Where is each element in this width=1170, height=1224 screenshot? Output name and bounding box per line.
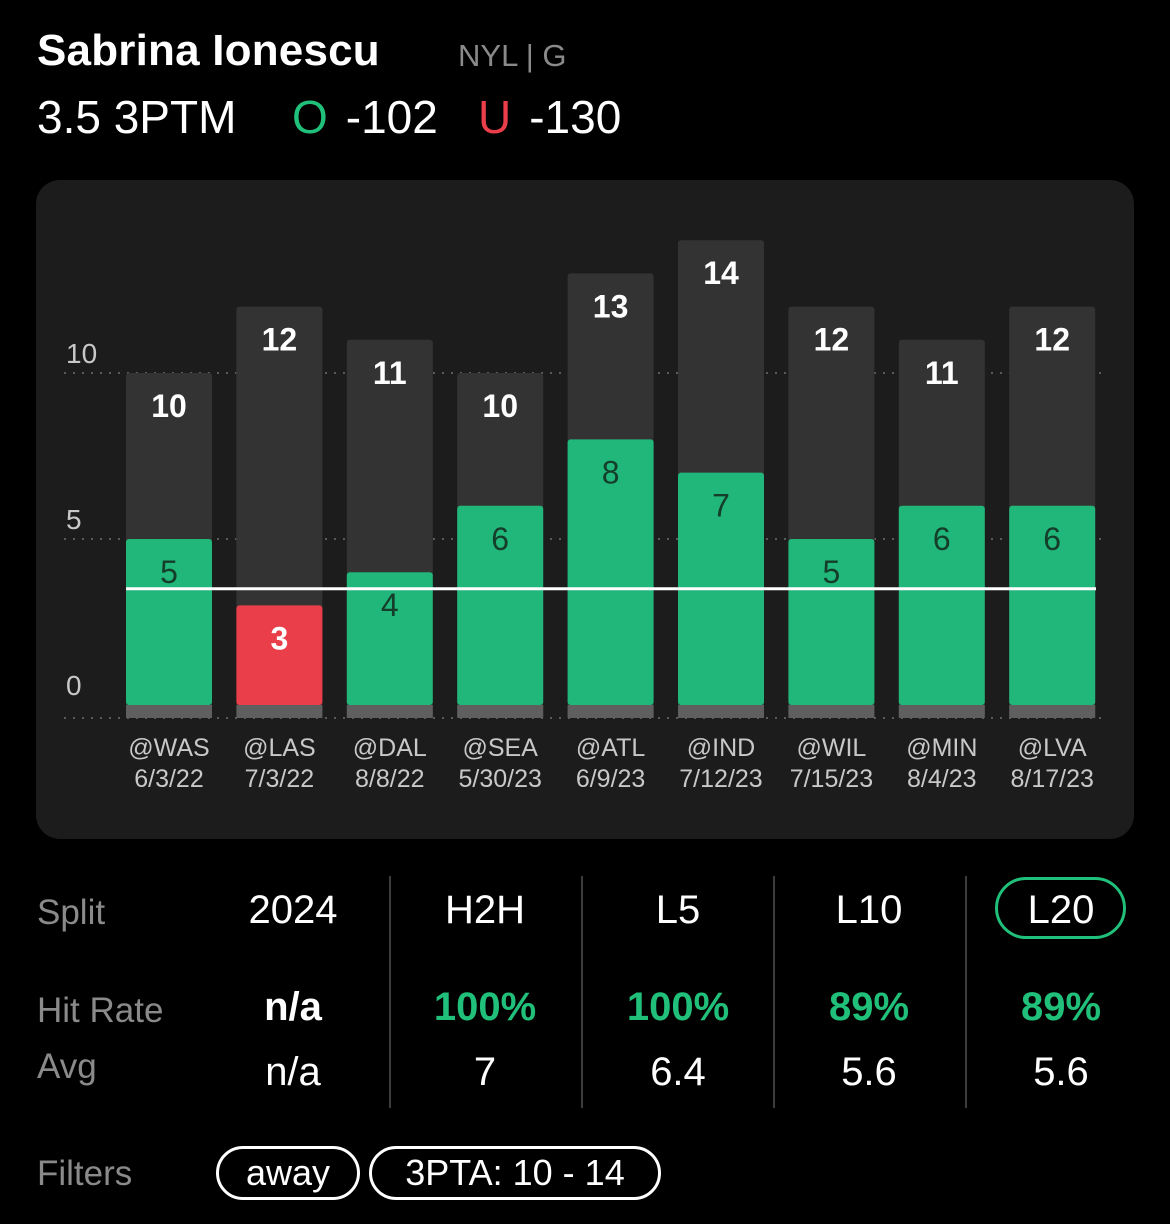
hit-rate-l5: 100% bbox=[626, 985, 730, 1029]
makes-label: 6 bbox=[1043, 521, 1061, 557]
makes-bar bbox=[567, 439, 654, 705]
y-tick-label: 0 bbox=[66, 670, 82, 701]
attempts-label: 10 bbox=[482, 388, 518, 424]
avg-l10: 5.6 bbox=[841, 1050, 897, 1094]
x-tick-date: 5/30/23 bbox=[458, 765, 541, 793]
x-tick-opponent: @IND bbox=[687, 734, 755, 762]
y-tick-label: 5 bbox=[66, 504, 82, 535]
under-odds-value: -130 bbox=[529, 91, 622, 143]
attempts-label: 14 bbox=[703, 255, 739, 291]
avg-l20: 5.6 bbox=[1033, 1050, 1089, 1094]
avg-row-label: Avg bbox=[37, 1047, 97, 1086]
x-tick-opponent: @SEA bbox=[462, 734, 538, 762]
selected-split-indicator bbox=[995, 877, 1126, 939]
x-tick-opponent: @WIL bbox=[796, 734, 866, 762]
x-tick-date: 7/3/22 bbox=[245, 765, 315, 793]
filter-chip-3pta[interactable]: 3PTA: 10 - 14 bbox=[369, 1146, 661, 1200]
under-odds[interactable]: U -130 bbox=[478, 90, 621, 144]
attempts-label: 10 bbox=[151, 388, 187, 424]
attempts-label: 12 bbox=[1034, 322, 1070, 358]
makes-bar bbox=[457, 505, 544, 705]
avg-2024: n/a bbox=[265, 1050, 321, 1094]
x-tick-opponent: @WAS bbox=[128, 734, 209, 762]
makes-bar bbox=[1009, 505, 1096, 705]
x-tick-date: 7/12/23 bbox=[679, 765, 762, 793]
hit-rate-l20: 89% bbox=[1020, 985, 1102, 1029]
makes-label: 6 bbox=[491, 521, 509, 557]
split-tab-l10[interactable]: L10 bbox=[835, 888, 903, 932]
under-icon: U bbox=[478, 91, 512, 143]
split-tab-l5[interactable]: L5 bbox=[655, 888, 701, 932]
hit-rate-h2h: 100% bbox=[433, 985, 537, 1029]
x-tick-date: 7/15/23 bbox=[790, 765, 873, 793]
prop-line: 3.5 3PTM bbox=[37, 91, 237, 143]
attempts-label: 12 bbox=[262, 322, 298, 358]
game-log-chart: 10 5 0 10 5 @WAS 6/3/22 12 3 @LAS 7/3/22 11 4 @DAL 8/8… bbox=[64, 240, 1102, 793]
column-divider bbox=[581, 876, 583, 1108]
x-tick-date: 8/4/23 bbox=[907, 765, 977, 793]
x-tick-date: 6/3/22 bbox=[134, 765, 204, 793]
makes-label: 6 bbox=[933, 521, 951, 557]
hit-rate-row-label: Hit Rate bbox=[37, 991, 164, 1030]
attempts-label: 13 bbox=[593, 288, 629, 324]
player-name: Sabrina Ionescu bbox=[37, 26, 380, 75]
bar-base bbox=[567, 705, 654, 718]
split-tab-l20[interactable]: L20 bbox=[1027, 888, 1095, 932]
x-tick-opponent: @MIN bbox=[906, 734, 977, 762]
over-icon: O bbox=[292, 91, 328, 143]
column-divider bbox=[389, 876, 391, 1108]
makes-label: 3 bbox=[271, 620, 289, 656]
over-odds-value: -102 bbox=[345, 91, 438, 143]
column-divider bbox=[965, 876, 967, 1108]
bar-base bbox=[1009, 705, 1096, 718]
makes-bar bbox=[346, 572, 433, 705]
makes-label: 5 bbox=[823, 554, 841, 590]
makes-bar bbox=[126, 539, 212, 705]
bar-base bbox=[678, 705, 764, 718]
team-position: NYL | G bbox=[458, 38, 567, 73]
x-tick-date: 8/17/23 bbox=[1010, 765, 1093, 793]
bar-base bbox=[788, 705, 875, 718]
makes-label: 8 bbox=[602, 454, 620, 490]
bar-base bbox=[898, 705, 985, 718]
x-tick-opponent: @LAS bbox=[243, 734, 316, 762]
column-divider bbox=[773, 876, 775, 1108]
hit-rate-l10: 89% bbox=[828, 985, 910, 1029]
avg-l5: 6.4 bbox=[650, 1050, 706, 1094]
attempts-label: 12 bbox=[814, 322, 850, 358]
x-tick-date: 8/8/22 bbox=[355, 765, 425, 793]
filter-chip-away[interactable]: away bbox=[216, 1146, 360, 1200]
split-tab-h2h[interactable]: H2H bbox=[444, 888, 526, 932]
chart-card: 10 5 0 10 5 @WAS 6/3/22 12 3 @LAS 7/3/22 11 4 @DAL 8/8… bbox=[36, 180, 1134, 839]
hit-rate-2024: n/a bbox=[264, 985, 322, 1029]
avg-h2h: 7 bbox=[473, 1050, 497, 1094]
attempts-label: 11 bbox=[925, 355, 959, 391]
bar-base bbox=[126, 705, 212, 718]
attempts-label: 11 bbox=[373, 355, 407, 391]
bar-base bbox=[457, 705, 544, 718]
y-tick-label: 10 bbox=[66, 338, 97, 369]
makes-bar bbox=[898, 505, 985, 705]
x-tick-opponent: @DAL bbox=[353, 734, 427, 762]
makes-label: 4 bbox=[381, 587, 399, 623]
split-row-label: Split bbox=[37, 893, 106, 932]
makes-label: 7 bbox=[712, 488, 730, 524]
split-tab-2024[interactable]: 2024 bbox=[248, 888, 338, 932]
filters-label: Filters bbox=[37, 1154, 133, 1193]
x-tick-opponent: @ATL bbox=[576, 734, 645, 762]
makes-bar bbox=[236, 605, 323, 705]
over-odds[interactable]: O -102 bbox=[292, 90, 438, 144]
x-tick-date: 6/9/23 bbox=[576, 765, 646, 793]
makes-label: 5 bbox=[160, 554, 178, 590]
bar-base bbox=[236, 705, 323, 718]
bar-base bbox=[346, 705, 433, 718]
makes-bar bbox=[788, 539, 875, 705]
x-tick-opponent: @LVA bbox=[1018, 734, 1087, 762]
